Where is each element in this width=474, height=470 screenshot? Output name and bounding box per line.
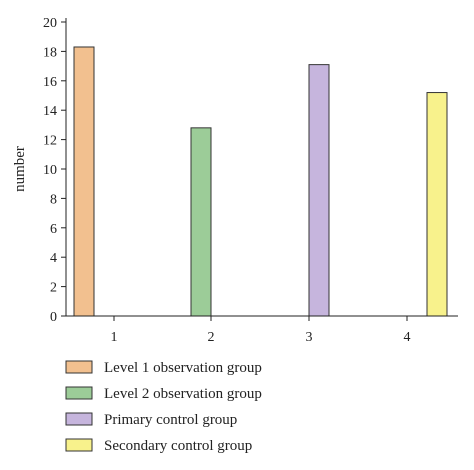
y-tick-label: 2 [50, 281, 57, 296]
bar-1 [73, 46, 95, 317]
y-axis-title: number [12, 146, 28, 192]
y-tick-label: 10 [43, 163, 57, 178]
y-tick-label: 20 [43, 16, 57, 31]
x-tick-label: 4 [404, 330, 411, 345]
x-tick-label: 2 [208, 330, 215, 345]
legend-label: Secondary control group [104, 438, 252, 454]
bar-2 [190, 127, 212, 317]
y-tick-label: 0 [50, 310, 57, 325]
x-tick-label: 1 [111, 330, 118, 345]
y-tick-label: 4 [50, 251, 57, 266]
y-tick-label: 14 [43, 104, 57, 119]
legend-label: Level 1 observation group [104, 360, 262, 376]
legend: Level 1 observation group Level 2 observa… [65, 360, 262, 454]
legend-swatch [65, 386, 93, 400]
legend-swatch [65, 438, 93, 452]
legend-swatch [65, 360, 93, 374]
bar-3 [308, 64, 330, 317]
y-tick-label: 8 [50, 192, 57, 207]
x-ticks: 1 2 3 4 [111, 316, 411, 345]
x-tick-label: 3 [306, 330, 313, 345]
legend-swatch [65, 412, 93, 426]
y-tick-label: 16 [43, 75, 57, 90]
y-tick-label: 6 [50, 222, 57, 237]
y-tick-label: 12 [43, 134, 57, 149]
bar-4 [426, 92, 448, 317]
legend-label: Level 2 observation group [104, 386, 262, 402]
y-ticks: 0 2 4 6 8 10 12 14 16 18 20 [43, 16, 66, 325]
y-tick-label: 18 [43, 45, 57, 60]
bars [73, 46, 448, 317]
legend-label: Primary control group [104, 412, 237, 428]
axes [65, 18, 458, 317]
